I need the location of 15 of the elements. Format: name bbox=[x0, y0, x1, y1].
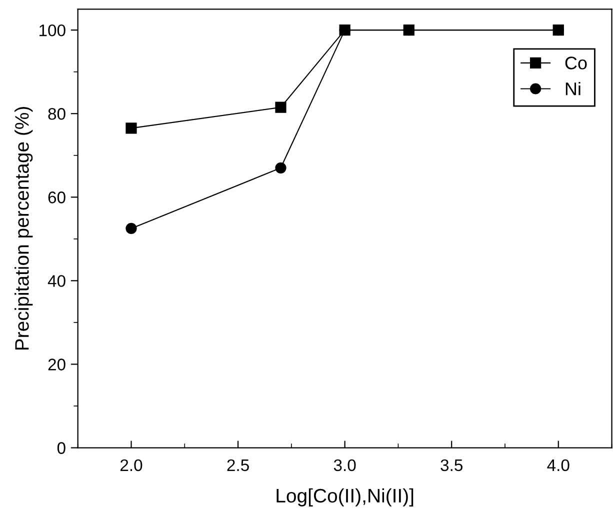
y-tick-label: 20 bbox=[48, 358, 66, 370]
x-tick-label: 3.0 bbox=[334, 459, 356, 472]
y-axis-title: Precipitation percentage (%) bbox=[14, 107, 33, 350]
x-axis-title: Log[Co(II),Ni(II)] bbox=[276, 488, 414, 506]
y-tick-label: 0 bbox=[57, 442, 66, 454]
x-tick-label: 2.0 bbox=[120, 459, 142, 472]
y-tick-label: 80 bbox=[48, 108, 66, 120]
y-tick-label: 60 bbox=[48, 192, 66, 204]
x-tick-label: 3.5 bbox=[440, 459, 462, 472]
legend-label: Co bbox=[565, 56, 587, 70]
y-tick-label: 100 bbox=[40, 24, 66, 36]
x-tick-label: 4.0 bbox=[547, 459, 570, 472]
x-tick-label: 2.5 bbox=[227, 459, 249, 472]
legend-label: Ni bbox=[566, 82, 580, 96]
y-tick-label: 40 bbox=[48, 275, 66, 287]
